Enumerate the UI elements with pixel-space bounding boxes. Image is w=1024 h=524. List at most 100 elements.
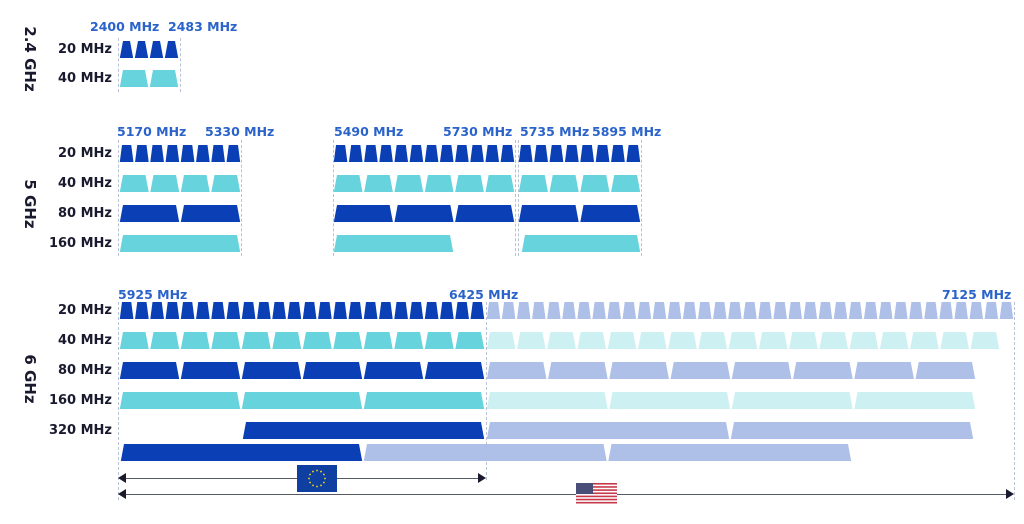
channel <box>577 302 591 319</box>
frequency-label: 5735 MHz <box>520 124 590 139</box>
channel <box>394 302 408 319</box>
channel <box>580 205 641 222</box>
channel <box>424 302 439 319</box>
channel <box>135 302 149 319</box>
channel <box>592 302 606 319</box>
channel <box>165 145 180 162</box>
channel <box>609 392 731 409</box>
channel <box>743 302 757 319</box>
channel <box>363 444 607 461</box>
band-label-2-4: 2.4 GHz <box>21 26 39 92</box>
channel <box>910 332 939 349</box>
channel <box>854 392 976 409</box>
channel <box>149 70 179 87</box>
channel-group <box>486 302 1014 319</box>
channel <box>302 302 317 319</box>
frequency-label: 6425 MHz <box>449 287 519 302</box>
channel <box>333 302 347 319</box>
channel <box>440 302 454 319</box>
channel <box>667 302 682 319</box>
channel <box>394 332 424 349</box>
channel <box>394 145 409 162</box>
frequency-label: 2400 MHz <box>90 19 160 34</box>
channel <box>165 302 180 319</box>
channel <box>577 332 607 349</box>
channel <box>854 362 914 379</box>
channel <box>196 145 210 162</box>
channel <box>517 332 546 349</box>
arrow-left-icon <box>118 473 126 483</box>
channel-group <box>486 392 976 409</box>
channel <box>455 145 469 162</box>
channel <box>119 332 149 349</box>
channel <box>333 175 363 192</box>
channel-group <box>119 332 485 349</box>
channel <box>211 175 241 192</box>
channel <box>241 392 363 409</box>
channel-group <box>333 145 515 162</box>
channel <box>848 302 863 319</box>
channel <box>879 302 893 319</box>
channel-width-label: 40 MHz <box>58 176 112 191</box>
channel-group <box>518 175 641 192</box>
channel <box>119 70 149 87</box>
channel <box>439 145 454 162</box>
channel <box>969 302 984 319</box>
channel-group <box>120 444 363 461</box>
channel <box>518 145 533 162</box>
frequency-boundary-line <box>118 140 119 256</box>
channel <box>670 362 731 379</box>
channel <box>486 422 730 439</box>
channel-width-label: 320 MHz <box>48 423 112 438</box>
channel <box>364 175 393 192</box>
frequency-label: 2483 MHz <box>168 19 238 34</box>
channel <box>668 332 697 349</box>
channel <box>150 145 164 162</box>
channel-group <box>333 235 454 252</box>
channel <box>226 145 241 162</box>
channel <box>272 302 286 319</box>
channel <box>713 302 727 319</box>
channel <box>196 302 210 319</box>
channel <box>241 332 271 349</box>
channel <box>135 145 149 162</box>
frequency-label: 5330 MHz <box>205 124 275 139</box>
channel <box>608 444 852 461</box>
channel-group <box>486 362 976 379</box>
channel <box>272 332 302 349</box>
channel <box>363 392 485 409</box>
channel <box>134 41 149 58</box>
channel-width-label: 20 MHz <box>58 303 112 318</box>
arrow-left-icon <box>118 489 126 499</box>
arrow-right-icon <box>478 473 486 483</box>
channel <box>119 145 134 162</box>
channel <box>562 302 576 319</box>
frequency-label: 5925 MHz <box>118 287 188 302</box>
channel <box>915 362 976 379</box>
channel <box>637 302 652 319</box>
channel <box>394 205 454 222</box>
channel <box>455 302 469 319</box>
channel <box>788 302 802 319</box>
channel <box>180 205 241 222</box>
channel <box>486 392 608 409</box>
channel <box>119 235 241 252</box>
channel-width-label: 160 MHz <box>48 236 112 251</box>
channel <box>242 422 485 439</box>
channel-width-label: 40 MHz <box>58 71 112 86</box>
channel <box>119 302 134 319</box>
channel <box>607 332 637 349</box>
channel <box>363 332 393 349</box>
channel <box>333 205 393 222</box>
channel <box>180 302 195 319</box>
arrow-right-icon <box>1006 489 1014 499</box>
channel <box>149 41 164 58</box>
frequency-boundary-line <box>515 140 516 256</box>
channel <box>379 145 393 162</box>
frequency-boundary-line <box>1014 302 1015 500</box>
channel <box>318 302 332 319</box>
channel <box>226 302 241 319</box>
channel <box>595 145 610 162</box>
frequency-boundary-line <box>333 140 334 256</box>
channel <box>731 362 792 379</box>
